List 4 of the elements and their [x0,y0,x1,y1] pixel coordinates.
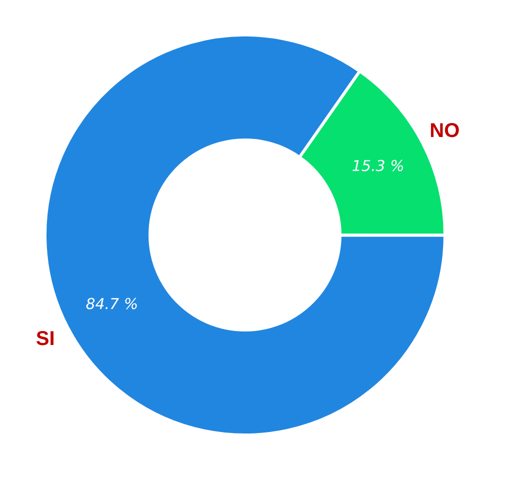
data-label: 84.7 % [86,295,138,314]
slice-label: SI [36,328,55,350]
slice-label: NO [430,120,460,142]
data-label: 15.3 % [352,156,404,175]
